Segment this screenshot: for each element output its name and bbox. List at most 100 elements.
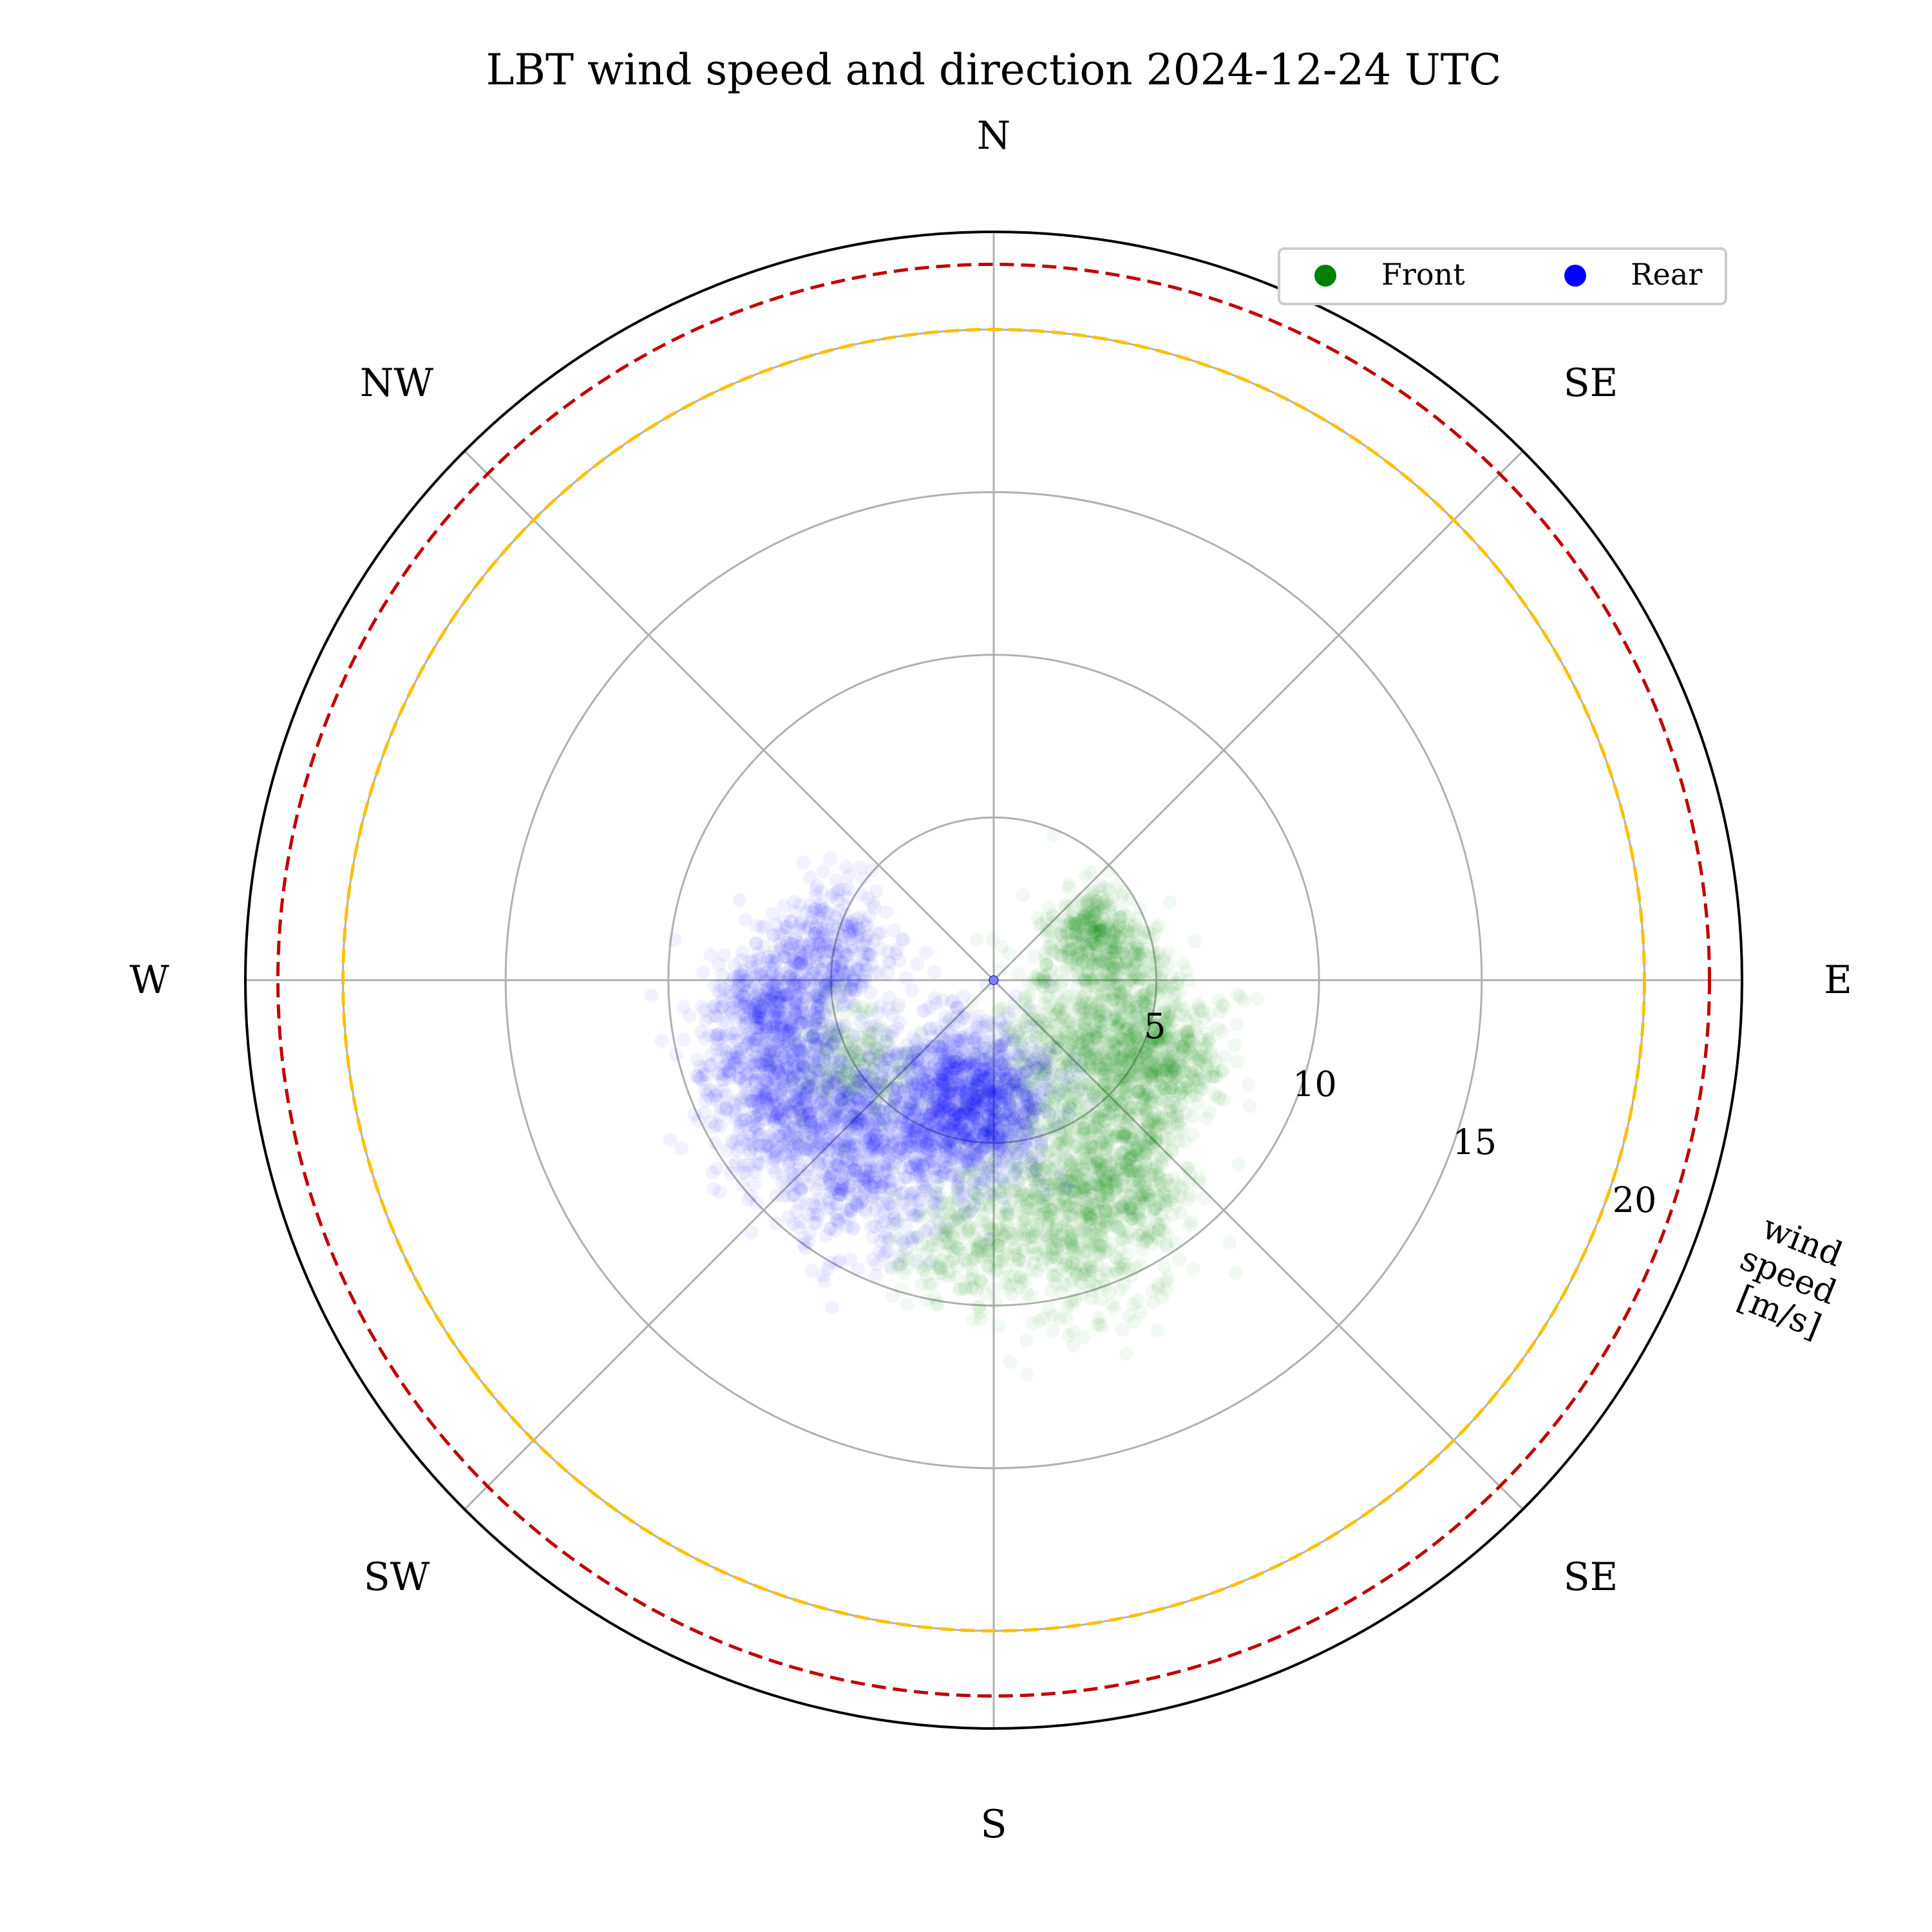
scatter-point: [942, 1014, 956, 1028]
scatter-point: [1109, 1057, 1124, 1072]
scatter-point: [1094, 1003, 1108, 1018]
scatter-point: [1151, 1117, 1166, 1132]
scatter-point: [1156, 1051, 1171, 1066]
scatter-point: [1120, 1022, 1134, 1037]
scatter-point: [1084, 1148, 1099, 1163]
scatter-point: [1055, 1007, 1070, 1022]
scatter-point: [1179, 963, 1194, 978]
scatter-point: [1012, 1029, 1026, 1044]
scatter-point: [1099, 968, 1114, 983]
scatter-point: [1147, 1017, 1162, 1032]
scatter-point: [1097, 1066, 1112, 1081]
scatter-point: [1141, 1041, 1155, 1056]
scatter-point: [1094, 1155, 1108, 1170]
grid-circle: [829, 816, 1158, 1144]
scatter-point: [1114, 1097, 1129, 1112]
scatter-point: [1156, 1110, 1171, 1125]
scatter-point: [1061, 1053, 1076, 1068]
scatter-point: [1039, 990, 1054, 1005]
scatter-point: [1107, 1037, 1122, 1052]
scatter-point: [1158, 1082, 1173, 1096]
scatter-point: [1075, 1042, 1090, 1056]
scatter-point: [1104, 1098, 1119, 1113]
scatter-point: [1126, 958, 1141, 972]
scatter-point: [1039, 1101, 1053, 1115]
scatter-point: [1173, 1086, 1188, 1101]
scatter-point: [1137, 1039, 1151, 1054]
scatter-point: [1052, 1086, 1066, 1101]
scatter-point: [957, 1253, 972, 1267]
scatter-point: [1065, 1209, 1080, 1224]
scatter-point: [1132, 1050, 1147, 1065]
scatter-point: [1111, 1014, 1126, 1028]
scatter-point: [1211, 1090, 1226, 1104]
scatter-point: [1034, 1066, 1048, 1081]
scatter-point: [1144, 1034, 1159, 1049]
scatter-point: [1117, 1277, 1132, 1292]
scatter-point: [1160, 945, 1175, 960]
scatter-point: [1077, 1045, 1092, 1060]
scatter-point: [1063, 1064, 1078, 1079]
scatter-point: [1159, 1282, 1174, 1297]
scatter-point: [1003, 1107, 1018, 1122]
scatter-point: [1057, 1086, 1072, 1101]
scatter-point: [1103, 904, 1117, 918]
scatter-point: [1065, 1043, 1080, 1058]
scatter-point: [1145, 1070, 1160, 1084]
scatter-point: [1188, 934, 1202, 949]
scatter-point: [1001, 1052, 1016, 1067]
scatter-point: [944, 1236, 959, 1251]
scatter-point: [1062, 1056, 1077, 1071]
scatter-point: [1018, 1002, 1032, 1017]
scatter-point: [1113, 978, 1127, 992]
scatter-point: [1043, 1283, 1058, 1298]
scatter-point: [1131, 1044, 1146, 1059]
scatter-point: [1120, 1079, 1135, 1094]
scatter-point: [883, 1260, 898, 1274]
scatter-point: [1040, 929, 1055, 943]
scatter-point: [1113, 1057, 1128, 1072]
scatter-point: [1064, 1095, 1079, 1110]
scatter-point: [1112, 1016, 1126, 1030]
scatter-point: [1048, 1007, 1063, 1021]
scatter-point: [1043, 1034, 1057, 1048]
scatter-point: [1137, 1065, 1151, 1079]
scatter-point: [1046, 944, 1061, 959]
scatter-point: [1151, 1084, 1166, 1099]
scatter-point: [769, 1216, 784, 1231]
scatter-point: [918, 945, 933, 960]
scatter-point: [1075, 1124, 1090, 1138]
scatter-point: [1124, 1101, 1139, 1115]
scatter-point: [1130, 1084, 1145, 1099]
scatter-point: [1042, 1302, 1057, 1316]
scatter-point: [1130, 1057, 1144, 1072]
scatter-point: [1115, 998, 1130, 1013]
scatter-point: [1155, 1041, 1170, 1056]
scatter-point: [1003, 1026, 1018, 1041]
scatter-point: [1066, 1086, 1081, 1101]
scatter-point: [1062, 1108, 1077, 1122]
scatter-point: [1097, 1025, 1112, 1040]
scatter-point: [1039, 1187, 1054, 1202]
scatter-point: [1153, 1077, 1168, 1092]
scatter-point: [1144, 1130, 1159, 1145]
scatter-point: [1073, 914, 1088, 928]
scatter-point: [1130, 1052, 1145, 1067]
scatter-point: [1077, 1017, 1092, 1032]
scatter-point: [1164, 1066, 1179, 1081]
scatter-point: [1041, 1004, 1056, 1018]
scatter-point: [1178, 1083, 1192, 1097]
scatter-point: [994, 1057, 1009, 1072]
scatter-point: [1081, 1077, 1096, 1092]
scatter-point: [989, 1154, 1003, 1169]
scatter-point: [1042, 1024, 1057, 1039]
scatter-point: [1084, 1060, 1099, 1075]
scatter-point: [1014, 1015, 1029, 1030]
scatter-point: [1028, 1077, 1043, 1092]
scatter-point: [1096, 1081, 1111, 1095]
scatter-point: [1181, 973, 1196, 988]
scatter-point: [1060, 1047, 1075, 1062]
scatter-point: [1131, 923, 1145, 938]
scatter-point: [1217, 1093, 1231, 1107]
scatter-point: [1227, 1038, 1242, 1053]
